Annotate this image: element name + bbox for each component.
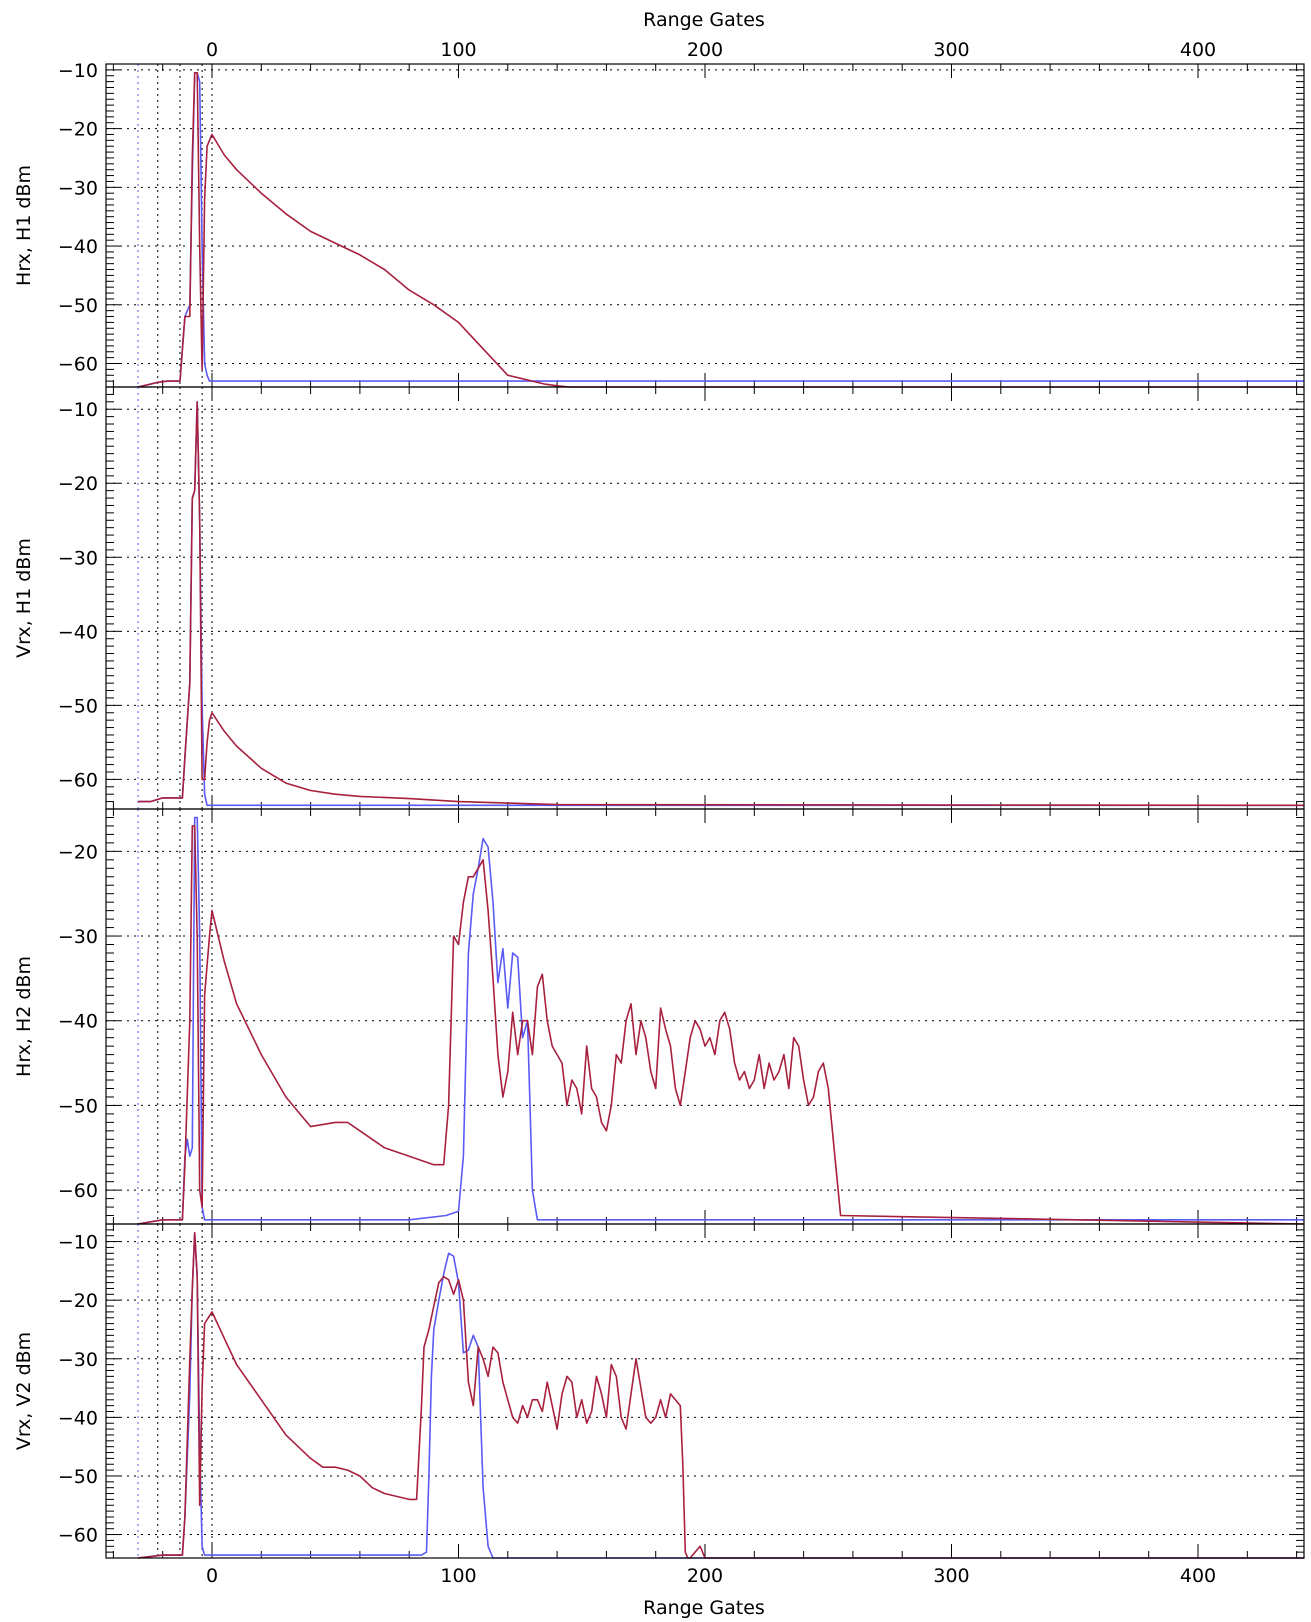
panel-2: −60 −50 −40 −30 −20 −10 Vrx, H1 dBm: [13, 386, 1305, 810]
plot-frame: [105, 808, 1305, 1225]
series-line-1: [137, 1232, 1304, 1559]
y-tick-label: −60: [58, 1525, 98, 1547]
x-tick-label-bottom: 0: [206, 1565, 218, 1587]
y-tick-label: −10: [58, 60, 98, 82]
y-tick-label: −20: [58, 1290, 98, 1312]
y-axis-label: Hrx, H2 dBm: [13, 956, 35, 1077]
x-tick-label-top: 0: [206, 39, 218, 61]
y-axis-label: Hrx, H1 dBm: [13, 165, 35, 286]
y-tick-label: −20: [58, 473, 98, 495]
y-tick-label: −60: [58, 769, 98, 791]
y-tick-label: −30: [58, 926, 98, 948]
y-tick-label: −60: [58, 354, 98, 376]
x-axis-title-top: Range Gates: [643, 9, 765, 31]
x-tick-label-bottom: 100: [440, 1565, 476, 1587]
y-tick-label: −10: [58, 399, 98, 421]
series-line-1: [137, 72, 1304, 388]
x-tick-label-top: 200: [687, 39, 723, 61]
y-tick-label: −40: [58, 236, 98, 258]
panel-1: −60 −50 −40 −30 −20 −10 0 100 200 300 400 Hrx, H1 d…: [13, 39, 1305, 388]
panel-4: −60 −50 −40 −30 −20 −10 0 100 200 300 400 Vrx, V2 d…: [13, 1223, 1305, 1587]
x-tick-label-bottom: 400: [1180, 1565, 1216, 1587]
y-tick-label: −40: [58, 1407, 98, 1429]
x-tick-label-top: 300: [933, 39, 969, 61]
y-axis-label: Vrx, H1 dBm: [13, 538, 35, 658]
y-tick-label: −30: [58, 1349, 98, 1371]
y-tick-label: −50: [58, 295, 98, 317]
series-line-1: [137, 816, 1304, 1225]
y-tick-label: −50: [58, 1095, 98, 1117]
y-tick-label: −20: [58, 119, 98, 141]
plot-frame: [105, 1223, 1305, 1559]
y-tick-label: −40: [58, 621, 98, 643]
x-tick-label-bottom: 200: [687, 1565, 723, 1587]
panel-3: −60 −50 −40 −30 −20 Hrx, H2 dBm: [13, 808, 1305, 1225]
y-tick-label: −60: [58, 1180, 98, 1202]
plot-frame: [105, 386, 1305, 810]
series-line-2: [138, 400, 1305, 807]
plot-frame: [105, 63, 1305, 388]
x-tick-label-bottom: 300: [933, 1565, 969, 1587]
x-tick-label-top: 100: [440, 39, 476, 61]
series-line-1: [138, 400, 1304, 807]
series-line-2: [137, 825, 1305, 1225]
y-tick-label: −20: [58, 841, 98, 863]
y-tick-label: −40: [58, 1011, 98, 1033]
y-tick-label: −30: [58, 177, 98, 199]
y-tick-label: −10: [58, 1232, 98, 1254]
y-axis-label: Vrx, V2 dBm: [13, 1332, 35, 1450]
series-line-2: [137, 72, 1304, 388]
series-line-2: [137, 1232, 1304, 1559]
y-tick-label: −50: [58, 695, 98, 717]
x-tick-label-top: 400: [1180, 39, 1216, 61]
y-tick-label: −30: [58, 547, 98, 569]
chart-panels: −60 −50 −40 −30 −20 −10 0 100 200 300 400 Hrx, H1 d…: [13, 39, 1305, 1587]
x-axis-title-bottom: Range Gates: [643, 1597, 765, 1619]
y-tick-label: −50: [58, 1466, 98, 1488]
